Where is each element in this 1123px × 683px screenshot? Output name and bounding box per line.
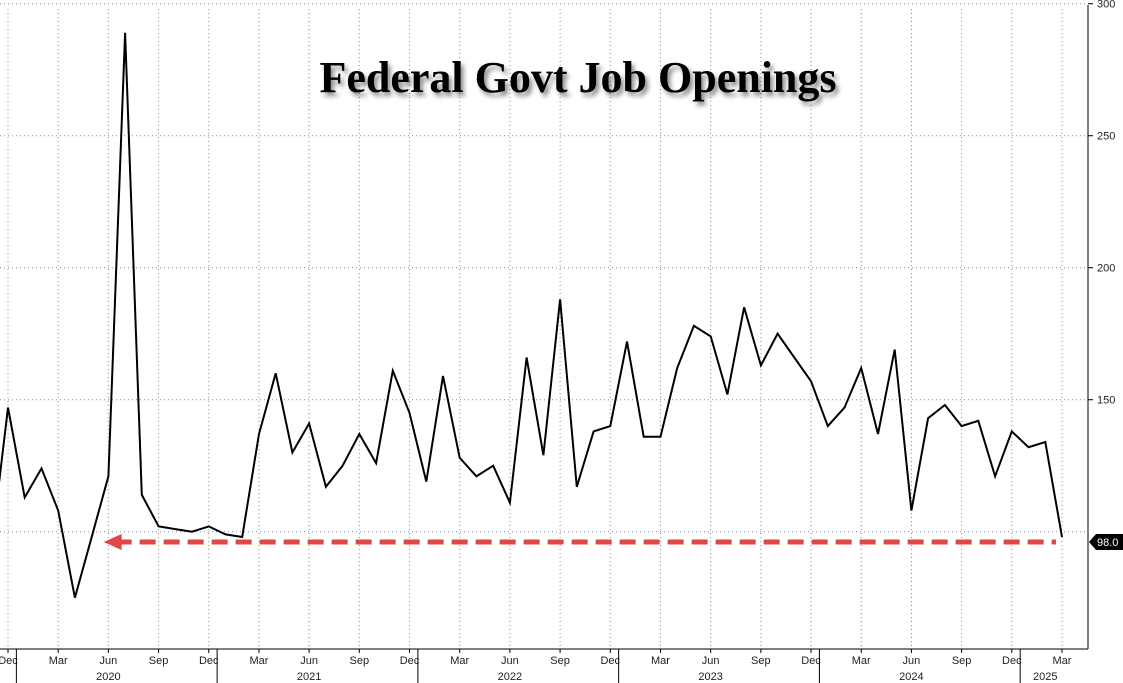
series-line: [0, 32, 1063, 598]
x-month-label: Dec: [400, 655, 420, 667]
x-month-label: Jun: [501, 655, 519, 667]
x-year-label: 2022: [498, 671, 522, 683]
last-value-badge: [1089, 534, 1123, 550]
x-month-label: Jun: [702, 655, 720, 667]
x-month-label: Dec: [600, 655, 620, 667]
y-tick-label: 200: [1097, 263, 1115, 275]
x-month-label: Dec: [1002, 655, 1022, 667]
x-month-label: Dec: [199, 655, 219, 667]
x-month-label: Sep: [149, 655, 169, 667]
x-year-label: 2024: [899, 671, 923, 683]
x-month-label: Jun: [100, 655, 118, 667]
chart-title: Federal Govt Job Openings: [319, 53, 836, 102]
x-month-label: Mar: [651, 655, 670, 667]
x-year-label: 2023: [698, 671, 722, 683]
x-month-label: Sep: [952, 655, 972, 667]
x-month-label: Jun: [300, 655, 318, 667]
x-year-label: 2020: [96, 671, 120, 683]
x-month-label: Dec: [801, 655, 821, 667]
y-tick-label: 250: [1097, 131, 1115, 143]
reference-line: [103, 534, 1056, 550]
x-month-label: Sep: [751, 655, 771, 667]
y-tick-label: 300: [1097, 0, 1115, 11]
x-month-label: Sep: [350, 655, 370, 667]
y-tick-label: 150: [1097, 395, 1115, 407]
x-month-label: Mar: [249, 655, 268, 667]
x-month-label: Sep: [550, 655, 570, 667]
x-month-label: Mar: [49, 655, 68, 667]
reference-arrow-head: [103, 534, 122, 550]
x-month-label: Mar: [450, 655, 469, 667]
x-month-label: Mar: [1053, 655, 1072, 667]
value-labels: 98.0: [1089, 534, 1123, 550]
x-month-label: Dec: [0, 655, 18, 667]
x-month-label: Mar: [852, 655, 871, 667]
x-year-label: 2021: [297, 671, 321, 683]
x-month-label: Jun: [903, 655, 921, 667]
x-year-label: 2025: [1033, 671, 1057, 683]
series: [0, 32, 1063, 598]
grid: [0, 3, 1088, 649]
last-value-label: 98.0: [1097, 537, 1118, 549]
